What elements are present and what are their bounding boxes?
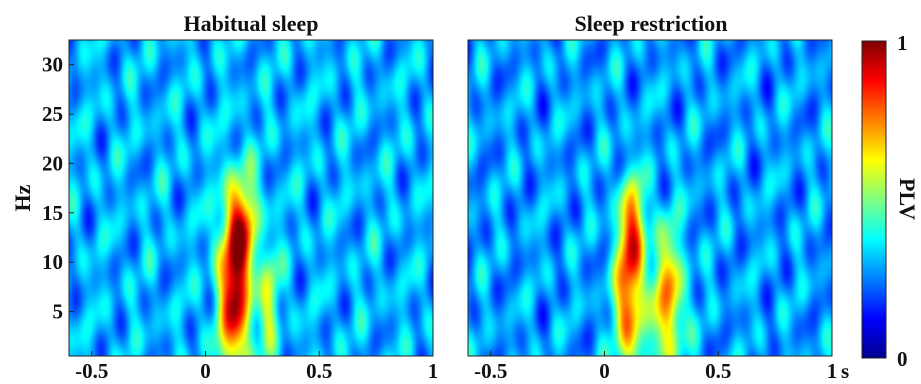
x-ticks: -0.5 0 0.5 1 [75,351,438,383]
colorbar-min-label: 0 [897,347,908,371]
colorbar-gradient [861,40,887,359]
y-tick-label: 5 [53,300,64,324]
colorbar: 1 0 PLV [861,31,920,371]
x-tick-label: 1 [428,359,439,383]
heatmap-image [69,40,433,356]
x-tick-label: -0.5 [75,359,108,383]
panel-habitual-sleep: Habitual sleep 5 10 15 20 25 30 -0.5 0 0.5 1 Hz [10,11,438,383]
x-tick-label: 0.5 [705,359,731,383]
x-tick-label: -0.5 [474,359,507,383]
y-tick-label: 30 [42,53,63,77]
x-tick-label: 1 [827,359,838,383]
x-tick-label: 0 [200,359,211,383]
y-tick-label: 25 [42,102,63,126]
panel-title: Sleep restriction [575,11,728,36]
panel-title: Habitual sleep [183,11,318,36]
y-tick-label: 10 [42,250,63,274]
colorbar-label: PLV [895,178,920,220]
x-axis-unit-label: s [841,359,849,383]
y-tick-label: 15 [42,201,63,225]
x-tick-label: 0.5 [306,359,332,383]
heatmap-image [468,40,832,356]
x-ticks: -0.5 0 0.5 1 [474,351,837,383]
y-axis-label: Hz [10,184,35,211]
colorbar-max-label: 1 [897,31,908,55]
panel-sleep-restriction: Sleep restriction -0.5 0 0.5 1 s [467,11,849,383]
y-tick-label: 20 [42,151,63,175]
plot-frame [467,39,833,357]
y-ticks: 5 10 15 20 25 30 [42,53,74,324]
plot-frame [68,39,434,357]
x-tick-label: 0 [599,359,610,383]
